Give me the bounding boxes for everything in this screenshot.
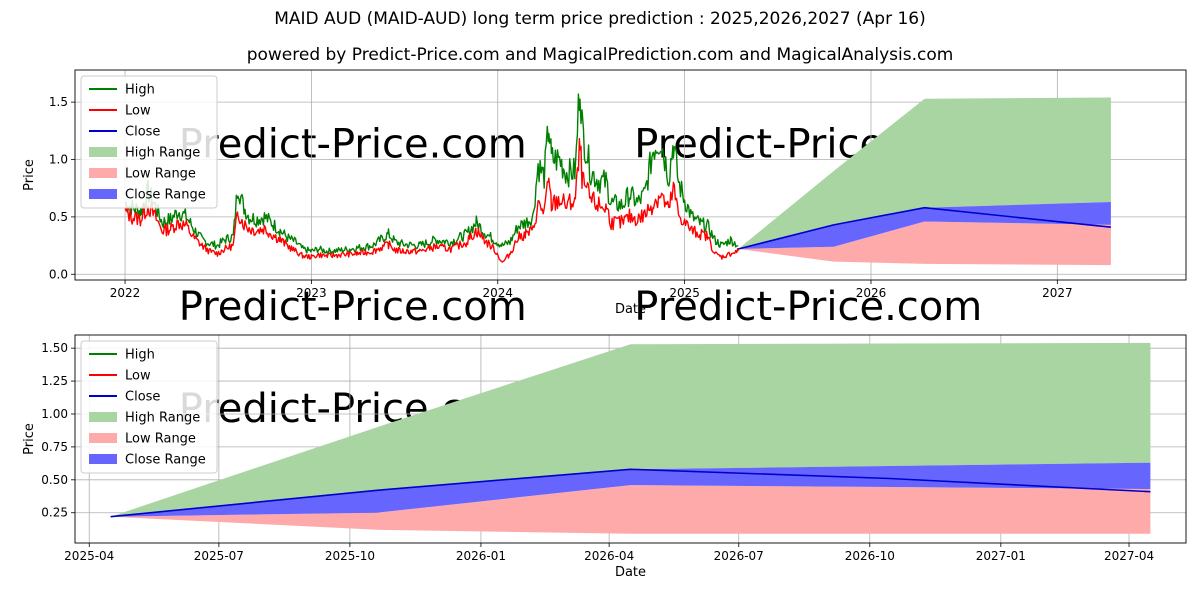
x-tick-label: 2022 — [110, 286, 141, 300]
y-tick-label: 1.0 — [49, 153, 68, 167]
high-range-band — [110, 342, 1151, 517]
series-high-line — [124, 93, 739, 255]
chart-panel-0: Predict-Price.com Predict-Price.com Predic… — [22, 69, 1187, 330]
legend-label: High Range — [125, 411, 200, 426]
y-tick-label: 0.75 — [41, 440, 68, 454]
legend-label: Close Range — [125, 188, 206, 203]
watermark-text: Predict-Price.com — [179, 284, 527, 330]
x-tick-label: 2025-10 — [325, 549, 375, 563]
x-tick-label: 2025 — [669, 286, 700, 300]
plot-area — [124, 93, 1111, 266]
x-tick-label: 2027-04 — [1104, 549, 1154, 563]
legend-swatch-close-range — [89, 454, 117, 464]
legend-label: Close — [125, 125, 160, 140]
series-close-line — [738, 206, 1111, 250]
legend-swatch-low-range — [89, 433, 117, 443]
watermark-text: Predict-Price.com — [179, 122, 527, 168]
x-tick-label: 2027-01 — [976, 549, 1026, 563]
low-range-band — [738, 221, 1111, 266]
series-close-line — [110, 468, 1151, 518]
legend-label: Low — [125, 369, 151, 384]
y-tick-label: 0.25 — [41, 506, 68, 520]
legend-label: Close — [125, 390, 160, 405]
legend-label: High — [125, 348, 155, 363]
plot-frame — [74, 334, 1187, 544]
legend-swatch-low-range — [89, 168, 117, 178]
y-tick-label: 0.0 — [49, 267, 68, 281]
high-range-band — [738, 97, 1111, 249]
chart-title: MAID AUD (MAID-AUD) long term price pred… — [274, 9, 926, 29]
close-range-band — [110, 462, 1151, 517]
x-tick-label: 2023 — [296, 286, 327, 300]
y-tick-label: 0.50 — [41, 473, 68, 487]
x-tick-label: 2027 — [1042, 286, 1073, 300]
x-tick-label: 2026-01 — [456, 549, 506, 563]
x-tick-label: 2026-10 — [845, 549, 895, 563]
chart-panel-1: Predict-Price.comPredict-Price.com2025-0… — [22, 334, 1187, 580]
y-tick-label: 1.00 — [41, 407, 68, 421]
legend: High Low Close High Range Low Range Close Ran… — [80, 75, 218, 209]
legend-label: Low Range — [125, 167, 196, 182]
legend-swatch-high-range — [89, 147, 117, 157]
chart-subtitle: powered by Predict-Price.com and Magical… — [246, 45, 954, 65]
close-range-band — [738, 202, 1111, 249]
legend-label: High — [125, 83, 155, 98]
legend-label: High Range — [125, 146, 200, 161]
legend-swatch-close-range — [89, 189, 117, 199]
x-tick-label: 2026-07 — [714, 549, 764, 563]
low-range-band — [110, 485, 1151, 534]
x-axis-label: Date — [615, 565, 646, 580]
x-tick-label: 2026 — [856, 286, 887, 300]
watermark-text: Predict-Price.com — [634, 284, 982, 330]
series-low-line — [124, 138, 739, 263]
legend-swatch-high-range — [89, 412, 117, 422]
legend-label: Low — [125, 104, 151, 119]
y-tick-label: 1.25 — [41, 374, 68, 388]
y-tick-label: 0.5 — [49, 210, 68, 224]
plot-area — [110, 342, 1151, 534]
legend-label: Close Range — [125, 453, 206, 468]
x-tick-label: 2026-04 — [584, 549, 634, 563]
x-tick-label: 2025-07 — [194, 549, 244, 563]
x-tick-label: 2025-04 — [64, 549, 114, 563]
plot-frame — [74, 69, 1187, 281]
y-tick-label: 1.5 — [49, 95, 68, 109]
x-tick-label: 2024 — [482, 286, 513, 300]
y-axis-label: Price — [22, 159, 37, 191]
x-axis-label: Date — [615, 302, 646, 317]
y-axis-label: Price — [22, 423, 37, 455]
legend-label: Low Range — [125, 432, 196, 447]
y-tick-label: 1.50 — [41, 341, 68, 355]
legend: High Low Close High Range Low Range Close Ran… — [80, 340, 218, 474]
